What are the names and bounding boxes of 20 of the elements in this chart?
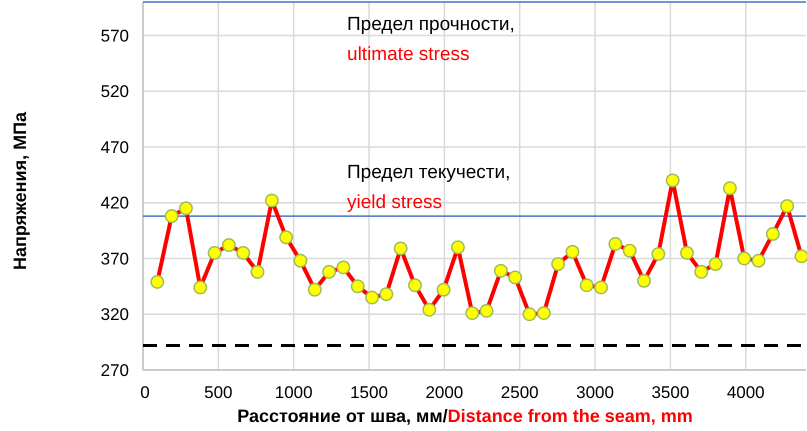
x-tick-label: 2000 [425,383,464,402]
x-tick-label: 1500 [350,383,388,402]
x-tick-label: 3500 [651,383,690,402]
y-tick-label: 270 [100,360,129,380]
y-tick-label: 520 [100,82,129,102]
x-tick-label: 4000 [726,383,765,402]
x-tick-label: 0 [140,383,150,402]
ref-line-label: Предел прочности, ultimate stress [347,14,515,65]
y-tick-label: 370 [100,249,129,268]
x-tick-label: 2500 [500,383,539,402]
y-tick-label: 570 [100,26,129,46]
x-axis-title: Расстояние от шва, мм/Distance from the seam, mm [237,406,693,426]
x-tick-label: 3000 [576,383,614,402]
y-axis-title: Напряжения, МПа [10,110,30,270]
y-tick-label: 470 [100,138,129,157]
ref-line-label: Предел текучести, yield stress [347,162,510,214]
y-tick-label: 420 [100,194,129,213]
x-tick-label: 500 [204,383,233,402]
x-tick-label: 1000 [274,383,313,402]
y-tick-label: 320 [100,305,129,324]
